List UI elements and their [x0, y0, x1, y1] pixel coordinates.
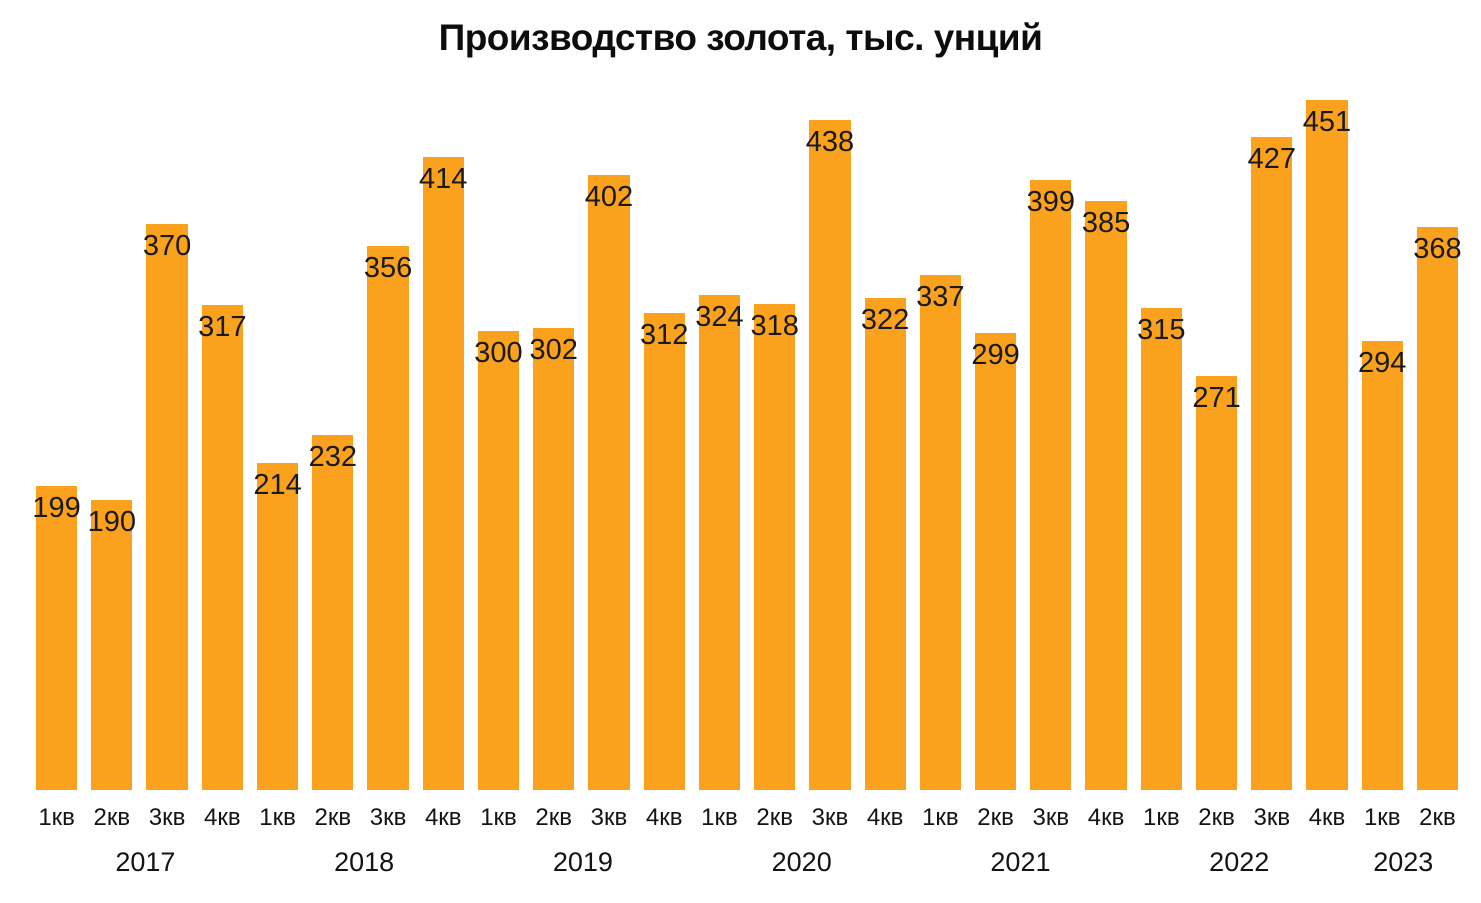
- bar-value-label: 271: [1192, 381, 1241, 414]
- year-label: 2021: [990, 847, 1051, 878]
- x-tick-label: 4кв: [424, 804, 462, 832]
- bar-value-label: 232: [308, 441, 357, 474]
- bar: 300: [474, 331, 523, 791]
- bar: 199: [32, 485, 81, 791]
- bar-value-label: 318: [750, 309, 799, 342]
- bar-value-label: 399: [1026, 185, 1076, 218]
- x-tick-label: 3кв: [590, 804, 628, 832]
- bar-value-label: 402: [584, 181, 634, 214]
- bar-value-label: 368: [1413, 233, 1462, 266]
- year-axis: 2017 2018 2019 2020 2021 2022 2023: [0, 847, 1481, 878]
- bar: 402: [585, 175, 633, 791]
- year-label: 2019: [552, 847, 613, 878]
- x-tick-label: 1кв: [922, 804, 959, 832]
- bar: 399: [1027, 179, 1075, 791]
- bar-value-label: 300: [474, 337, 523, 370]
- bar-value-label: 315: [1137, 314, 1186, 347]
- bar-value-label: 190: [87, 505, 137, 538]
- bar-value-label: 312: [639, 319, 689, 352]
- year-label: 2018: [334, 847, 395, 878]
- bars-container: 199 190 370 317 214 232 356 414 300 302 402 312 324 3…: [0, 100, 1481, 791]
- bar: 318: [750, 303, 799, 791]
- x-tick-label: 3кв: [369, 804, 407, 832]
- x-tick-label: 2кв: [1198, 804, 1235, 832]
- bar-value-label: 302: [529, 334, 578, 367]
- x-tick-label: 2кв: [535, 804, 573, 832]
- bar-value-label: 370: [142, 230, 192, 263]
- bar: 368: [1413, 227, 1462, 791]
- x-tick-label: 2кв: [977, 804, 1014, 832]
- bar: 337: [916, 274, 965, 791]
- bar: 438: [806, 120, 854, 791]
- quarter-axis: 1кв 2кв 3кв 4кв 1кв 2кв 3кв 4кв 1кв 2кв 3кв 4кв 1кв 2…: [0, 804, 1481, 832]
- bar: 271: [1192, 375, 1241, 791]
- x-tick-label: 4кв: [866, 804, 904, 832]
- bar: 356: [364, 245, 412, 791]
- year-label: 2023: [1373, 847, 1434, 878]
- bar: 302: [530, 328, 578, 791]
- bar: 299: [971, 332, 1020, 791]
- x-tick-label: 4кв: [1308, 804, 1346, 832]
- bar-value-label: 322: [860, 303, 910, 336]
- bar: 315: [1137, 308, 1185, 791]
- x-tick-label: 4кв: [645, 804, 683, 832]
- bar-value-label: 294: [1358, 346, 1407, 379]
- bar: 232: [309, 435, 357, 791]
- bar: 385: [1082, 201, 1130, 791]
- bar-value-label: 299: [971, 338, 1020, 371]
- x-tick-label: 1кв: [259, 804, 296, 832]
- bar: 294: [1358, 340, 1406, 791]
- x-tick-label: 1кв: [1143, 804, 1180, 832]
- x-tick-label: 1кв: [1363, 804, 1401, 832]
- bar: 427: [1248, 137, 1296, 791]
- year-label: 2017: [115, 847, 176, 878]
- bar: 317: [198, 305, 247, 791]
- bar: 451: [1303, 100, 1351, 791]
- bar-value-label: 199: [32, 491, 81, 524]
- x-tick-label: 2кв: [1419, 804, 1456, 832]
- bar: 324: [695, 294, 744, 791]
- bar-value-label: 356: [363, 251, 413, 284]
- bar-value-label: 317: [198, 311, 247, 344]
- bar: 414: [419, 157, 467, 791]
- year-label: 2020: [771, 847, 832, 878]
- bar-value-label: 214: [253, 469, 302, 501]
- bar-value-label: 438: [805, 126, 855, 159]
- x-tick-label: 3кв: [1253, 804, 1291, 832]
- bar-value-label: 385: [1081, 207, 1131, 240]
- bar: 214: [253, 463, 302, 791]
- bar-value-label: 451: [1302, 106, 1352, 139]
- x-tick-label: 3кв: [148, 804, 186, 832]
- bar: 322: [861, 297, 909, 791]
- x-tick-label: 1кв: [38, 804, 75, 832]
- bar-value-label: 427: [1247, 143, 1296, 176]
- x-tick-label: 2кв: [93, 804, 131, 832]
- x-tick-label: 2кв: [756, 804, 793, 832]
- bar: 312: [640, 313, 688, 791]
- x-tick-label: 3кв: [811, 804, 849, 832]
- x-tick-label: 1кв: [701, 804, 738, 832]
- x-tick-label: 4кв: [1087, 804, 1125, 832]
- bar-value-label: 337: [916, 280, 965, 313]
- x-tick-label: 3кв: [1032, 804, 1070, 832]
- chart-title: Производство золота, тыс. унций: [438, 17, 1043, 58]
- x-tick-label: 1кв: [480, 804, 517, 832]
- bar: 370: [143, 224, 191, 791]
- bar-value-label: 414: [419, 163, 468, 195]
- year-label: 2022: [1209, 847, 1270, 878]
- x-tick-label: 4кв: [204, 804, 241, 832]
- x-tick-label: 2кв: [314, 804, 352, 832]
- bar: 190: [88, 499, 136, 791]
- bar-value-label: 324: [695, 300, 744, 333]
